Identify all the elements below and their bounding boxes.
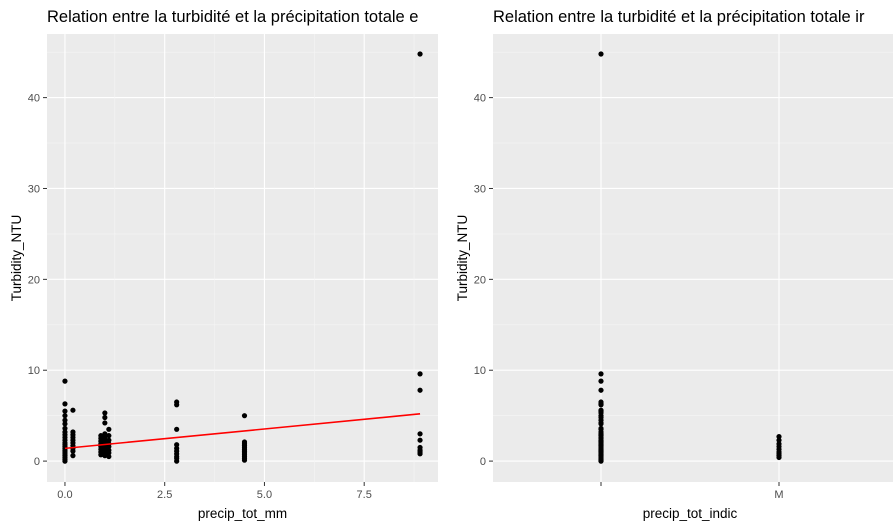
- y-tick-label: 30: [28, 183, 40, 195]
- y-tick-label: 0: [34, 456, 40, 468]
- data-point: [417, 437, 423, 443]
- data-point: [241, 457, 248, 463]
- x-axis: 0.0 2.5 5.0 7.5: [57, 482, 372, 501]
- data-point: [102, 410, 108, 416]
- data-point: [598, 51, 604, 57]
- data-point: [598, 402, 604, 408]
- x-tick-label: 7.5: [357, 489, 372, 501]
- data-point: [106, 443, 112, 450]
- x-axis-label: precip_tot_mm: [198, 506, 287, 521]
- data-point: [417, 387, 423, 393]
- y-tick-label: 40: [28, 93, 40, 105]
- chart-title: Relation entre la turbidité et la précip…: [47, 8, 418, 26]
- data-point: [417, 371, 423, 377]
- data-point: [62, 458, 68, 464]
- x-tick-label: 5.0: [257, 489, 272, 501]
- x-tick-label: M: [774, 489, 783, 501]
- data-point: [106, 426, 112, 432]
- y-tick-label: 10: [474, 365, 486, 377]
- y-tick-label: 30: [474, 183, 486, 195]
- points-layer: [62, 51, 423, 464]
- data-point: [62, 408, 68, 414]
- data-point: [70, 448, 76, 454]
- data-point: [598, 387, 604, 393]
- data-point: [62, 413, 68, 419]
- regression-line: [64, 413, 421, 450]
- y-axis-label: Turbidity_NTU: [9, 215, 24, 302]
- x-axis-label: precip_tot_indic: [643, 506, 738, 521]
- gridlines: [493, 34, 893, 482]
- data-point: [598, 458, 604, 464]
- data-point: [174, 442, 180, 448]
- chart-title: Relation entre la turbidité et la précip…: [493, 8, 865, 26]
- data-point: [174, 426, 180, 432]
- data-point: [417, 451, 423, 457]
- points-layer: [598, 51, 782, 464]
- data-point: [106, 433, 112, 439]
- plot-background: [493, 34, 893, 482]
- data-point: [241, 413, 248, 419]
- data-point: [62, 421, 68, 427]
- data-point: [598, 371, 604, 377]
- data-point: [62, 425, 68, 431]
- data-point: [776, 433, 782, 440]
- panel-left: Relation entre la turbidité et la précip…: [9, 8, 438, 521]
- panel-right: Relation entre la turbidité et la précip…: [455, 8, 893, 521]
- y-tick-label: 20: [474, 274, 486, 286]
- data-point: [70, 407, 76, 413]
- y-tick-label: 10: [28, 365, 40, 377]
- y-tick-label: 0: [480, 456, 486, 468]
- data-point: [106, 453, 112, 460]
- gridlines: [47, 34, 438, 482]
- data-point: [102, 420, 108, 426]
- y-axis: 0 10 20 30 40: [474, 93, 493, 468]
- data-point: [174, 458, 180, 464]
- data-point: [62, 401, 68, 407]
- y-tick-label: 20: [28, 274, 40, 286]
- fit-line-layer: [64, 413, 421, 450]
- data-point: [62, 417, 68, 423]
- y-axis-label: Turbidity_NTU: [455, 215, 470, 302]
- data-point: [776, 454, 782, 461]
- data-point: [598, 421, 604, 427]
- x-tick-label: 2.5: [157, 489, 172, 501]
- data-point: [70, 453, 76, 459]
- y-tick-label: 40: [474, 93, 486, 105]
- plot-background: [47, 34, 438, 482]
- x-axis: M: [600, 482, 784, 501]
- data-point: [598, 378, 604, 384]
- data-point: [417, 431, 423, 437]
- x-tick-label: 0.0: [57, 489, 72, 501]
- y-axis: 0 10 20 30 40: [28, 93, 47, 468]
- data-point: [776, 437, 782, 443]
- data-point: [102, 414, 108, 421]
- data-point: [98, 452, 104, 458]
- data-point: [62, 378, 68, 384]
- data-point: [106, 450, 112, 456]
- data-point: [106, 437, 112, 443]
- data-point: [174, 402, 180, 408]
- data-point: [102, 453, 108, 459]
- data-point: [417, 51, 423, 57]
